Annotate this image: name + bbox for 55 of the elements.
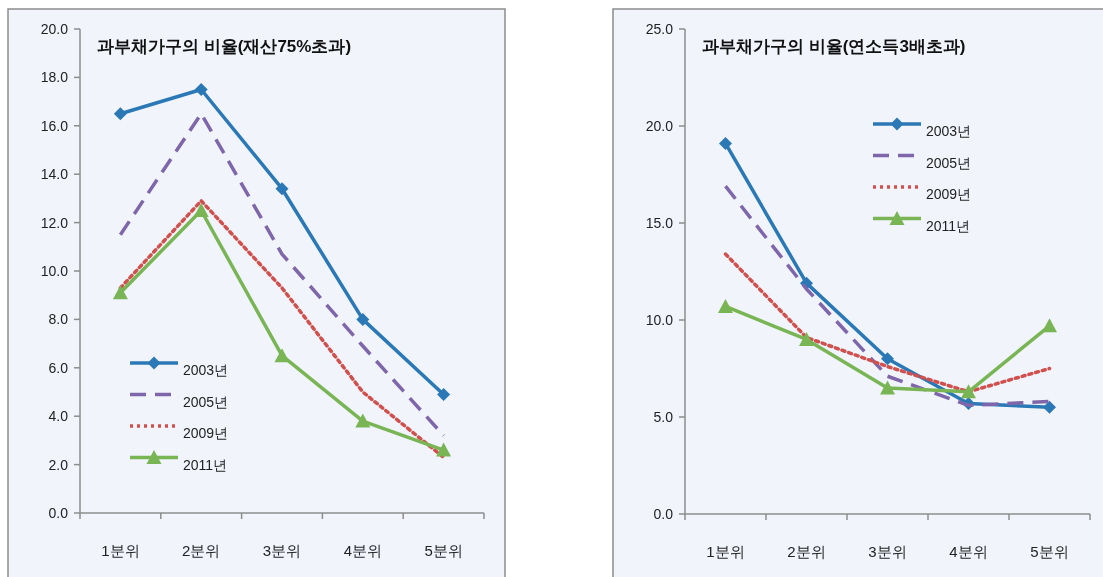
point <box>436 442 452 457</box>
legend-label: 2009년 <box>183 425 229 441</box>
y-tick-label: 8.0 <box>48 311 69 328</box>
x-tick-label: 4분위 <box>343 542 382 559</box>
y-tick-label: 15.0 <box>645 215 674 231</box>
y-tick-label: 6.0 <box>48 359 69 376</box>
x-tick-label: 1분위 <box>706 543 745 560</box>
point <box>275 182 289 196</box>
y-tick-label: 0.0 <box>653 506 674 522</box>
legend-label: 2005년 <box>183 393 229 410</box>
x-tick-label: 2분위 <box>182 542 221 559</box>
y-tick-label: 14.0 <box>40 166 69 183</box>
point <box>799 331 814 346</box>
y-tick-label: 10.0 <box>40 263 69 279</box>
point <box>1042 318 1057 333</box>
point <box>880 380 895 395</box>
point <box>437 387 451 401</box>
x-tick-label: 5분위 <box>1030 543 1069 560</box>
point <box>718 298 733 313</box>
point <box>881 352 894 366</box>
point <box>355 413 371 428</box>
point <box>961 384 976 399</box>
point <box>113 107 127 121</box>
y-tick-label: 16.0 <box>40 117 69 134</box>
legend-label: 2011년 <box>926 217 971 234</box>
y-tick-label: 18.0 <box>40 69 69 86</box>
y-tick-label: 20.0 <box>645 118 674 134</box>
y-tick-label: 12.0 <box>40 214 69 231</box>
y-tick-label: 0.0 <box>48 505 69 521</box>
x-tick-label: 2분위 <box>787 543 826 560</box>
y-tick-label: 2.0 <box>48 456 69 473</box>
x-tick-label: 3분위 <box>262 542 302 559</box>
point <box>112 285 128 300</box>
y-tick-label: 10.0 <box>645 312 674 328</box>
point <box>1043 400 1056 414</box>
x-tick-label: 3분위 <box>868 543 907 560</box>
y-tick-label: 5.0 <box>653 409 674 425</box>
legend-label: 2005년 <box>926 154 972 171</box>
point <box>356 312 370 326</box>
x-tick-label: 4분위 <box>949 543 988 560</box>
legend-label: 2003년 <box>926 123 972 139</box>
point <box>274 348 290 363</box>
x-tick-label: 1분위 <box>101 542 140 559</box>
x-tick-label: 5분위 <box>424 542 463 559</box>
point <box>719 136 732 150</box>
y-tick-label: 4.0 <box>48 408 69 425</box>
legend-label: 2003년 <box>183 362 229 378</box>
y-tick-label: 20.0 <box>40 21 69 37</box>
legend-label: 2011년 <box>183 456 228 473</box>
legend-label: 2009년 <box>926 186 972 202</box>
point <box>194 83 208 96</box>
point <box>193 203 209 217</box>
y-tick-label: 25.0 <box>645 21 674 37</box>
text: 과부채가구의 비율(연소득3배초과) <box>702 37 966 56</box>
text: 과부채가구의 비율(재산75%초과) <box>97 37 352 56</box>
